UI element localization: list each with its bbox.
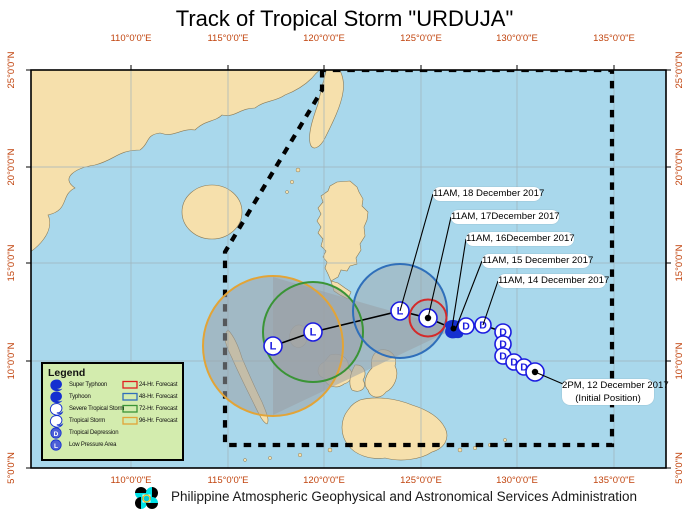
svg-text:135°0'0"E: 135°0'0"E [593,33,635,44]
svg-text:125°0'0"E: 125°0'0"E [400,475,442,486]
svg-text:115°0'0"E: 115°0'0"E [207,33,248,44]
svg-text:D: D [54,431,59,438]
svg-text:10°0'0"N: 10°0'0"N [6,342,17,379]
svg-text:110°0'0"E: 110°0'0"E [110,33,151,44]
svg-text:5°0'0"N: 5°0'0"N [6,452,17,484]
svg-text:20°0'0"N: 20°0'0"N [674,148,685,185]
svg-text:120°0'0"E: 120°0'0"E [303,475,345,486]
svg-text:5°0'0"N: 5°0'0"N [674,452,685,484]
svg-text:130°0'0"E: 130°0'0"E [496,33,538,44]
svg-text:125°0'0"E: 125°0'0"E [400,33,442,44]
svg-text:25°0'0"N: 25°0'0"N [6,51,17,88]
svg-text:15°0'0"N: 15°0'0"N [6,244,17,281]
svg-text:10°0'0"N: 10°0'0"N [674,342,685,379]
svg-text:L: L [54,443,58,450]
svg-text:135°0'0"E: 135°0'0"E [593,475,635,486]
svg-text:120°0'0"E: 120°0'0"E [303,33,345,44]
svg-text:25°0'0"N: 25°0'0"N [674,51,685,88]
svg-text:20°0'0"N: 20°0'0"N [6,148,17,185]
svg-text:115°0'0"E: 115°0'0"E [207,475,248,486]
svg-text:15°0'0"N: 15°0'0"N [674,244,685,281]
svg-text:130°0'0"E: 130°0'0"E [496,475,538,486]
